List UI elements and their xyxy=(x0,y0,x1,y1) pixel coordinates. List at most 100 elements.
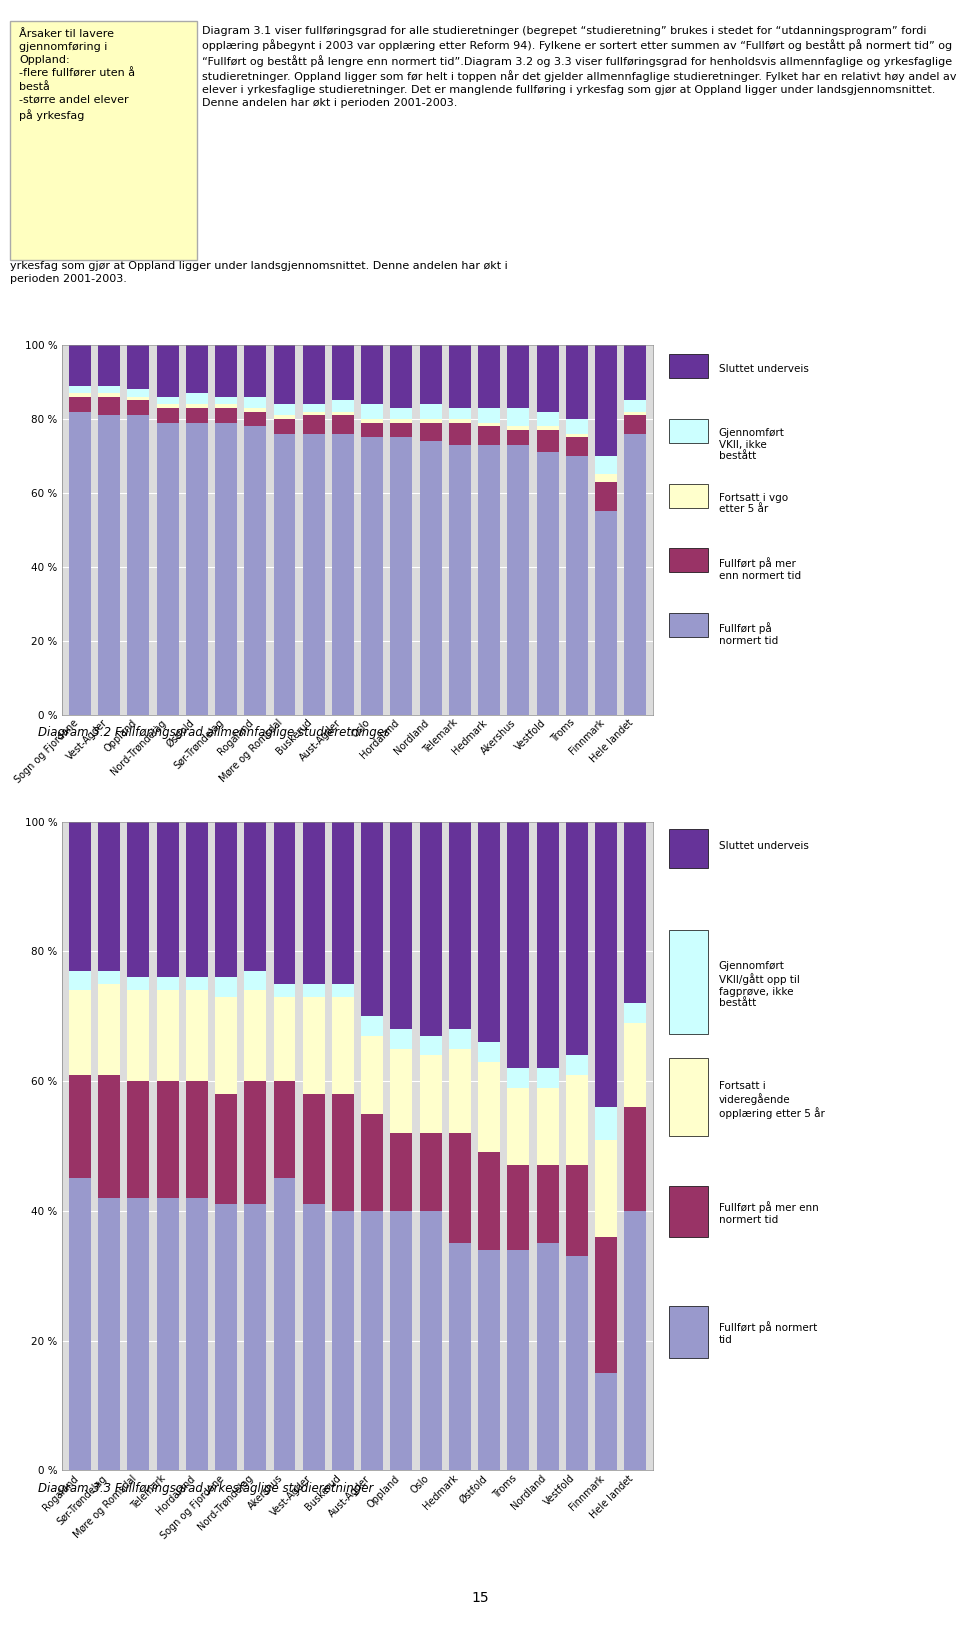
Bar xyxy=(420,422,442,442)
Bar xyxy=(595,481,617,511)
Bar xyxy=(595,1140,617,1237)
Text: Fullført på
normert tid: Fullført på normert tid xyxy=(719,623,779,646)
Bar xyxy=(186,407,207,422)
Bar xyxy=(391,407,413,419)
Bar xyxy=(420,1035,442,1055)
Bar xyxy=(274,822,296,984)
Bar xyxy=(537,1068,559,1088)
Bar xyxy=(508,407,529,427)
Bar xyxy=(669,613,708,637)
Bar xyxy=(302,997,324,1094)
Bar xyxy=(420,1055,442,1134)
Bar xyxy=(565,1257,588,1470)
Bar xyxy=(302,345,324,404)
Bar xyxy=(391,437,413,715)
Bar xyxy=(508,427,529,430)
Bar xyxy=(332,997,354,1094)
Bar xyxy=(565,822,588,1055)
Bar xyxy=(537,430,559,452)
Bar xyxy=(302,822,324,984)
Bar xyxy=(537,1088,559,1165)
Bar xyxy=(186,404,207,407)
Bar xyxy=(69,971,91,991)
Text: Fortsatt i vgo
etter 5 år: Fortsatt i vgo etter 5 år xyxy=(719,493,788,514)
Bar xyxy=(624,1022,646,1107)
Text: Fullført på normert
tid: Fullført på normert tid xyxy=(719,1321,817,1344)
Bar xyxy=(478,1042,500,1061)
Bar xyxy=(302,411,324,416)
Bar xyxy=(215,978,237,997)
Bar xyxy=(478,1061,500,1152)
Bar xyxy=(69,822,91,971)
Bar xyxy=(98,1075,120,1198)
Bar xyxy=(478,427,500,445)
Bar xyxy=(449,1244,470,1470)
Bar xyxy=(478,345,500,407)
Bar xyxy=(361,419,383,422)
Bar xyxy=(537,1165,559,1244)
Bar xyxy=(361,437,383,715)
Bar xyxy=(361,422,383,437)
Bar xyxy=(508,430,529,445)
Bar xyxy=(98,393,120,398)
Text: yrkesfag som gjør at Oppland ligger under landsgjennomsnittet. Denne andelen har: yrkesfag som gjør at Oppland ligger unde… xyxy=(10,261,507,284)
Bar xyxy=(302,1094,324,1204)
Bar xyxy=(391,1134,413,1211)
Bar xyxy=(245,971,266,991)
Bar xyxy=(391,345,413,407)
Bar xyxy=(274,345,296,404)
Bar xyxy=(98,386,120,393)
Bar xyxy=(69,345,91,386)
Bar xyxy=(332,401,354,412)
Bar xyxy=(508,1165,529,1250)
Bar xyxy=(361,1015,383,1035)
Bar xyxy=(332,1094,354,1211)
Bar xyxy=(449,345,470,407)
Bar xyxy=(565,1055,588,1075)
Bar xyxy=(186,1198,207,1470)
Bar xyxy=(215,822,237,978)
Bar xyxy=(156,1081,179,1198)
Text: Gjennomført
VKII, ikke
bestått: Gjennomført VKII, ikke bestått xyxy=(719,429,784,462)
Text: Sluttet underveis: Sluttet underveis xyxy=(719,363,808,373)
Bar xyxy=(595,1374,617,1470)
Bar xyxy=(215,1094,237,1204)
Bar xyxy=(361,1035,383,1114)
Bar xyxy=(128,401,150,416)
FancyBboxPatch shape xyxy=(10,21,197,260)
Bar xyxy=(69,1075,91,1178)
Bar xyxy=(391,419,413,422)
Bar xyxy=(245,398,266,407)
Bar xyxy=(186,1081,207,1198)
Text: Fullført på mer
enn normert tid: Fullført på mer enn normert tid xyxy=(719,557,801,582)
Bar xyxy=(69,393,91,398)
Bar xyxy=(156,404,179,407)
Bar xyxy=(274,434,296,715)
Text: Sluttet underveis: Sluttet underveis xyxy=(719,841,808,851)
Bar xyxy=(245,1081,266,1204)
Bar xyxy=(128,991,150,1081)
Bar xyxy=(478,407,500,422)
Bar xyxy=(361,404,383,419)
Bar xyxy=(128,416,150,715)
Bar xyxy=(245,427,266,715)
Bar xyxy=(624,434,646,715)
Bar xyxy=(274,997,296,1081)
Bar xyxy=(98,345,120,386)
Bar xyxy=(215,422,237,715)
Bar xyxy=(537,1244,559,1470)
Bar xyxy=(245,1204,266,1470)
Bar xyxy=(128,345,150,389)
Bar xyxy=(508,1250,529,1470)
Bar xyxy=(215,345,237,398)
Bar xyxy=(332,1211,354,1470)
Bar xyxy=(274,416,296,419)
Bar xyxy=(69,1178,91,1470)
Bar xyxy=(156,1198,179,1470)
Bar xyxy=(537,822,559,1068)
Bar xyxy=(420,404,442,419)
Bar xyxy=(449,822,470,1029)
Bar xyxy=(274,1081,296,1178)
Bar xyxy=(391,822,413,1029)
Bar xyxy=(420,419,442,422)
